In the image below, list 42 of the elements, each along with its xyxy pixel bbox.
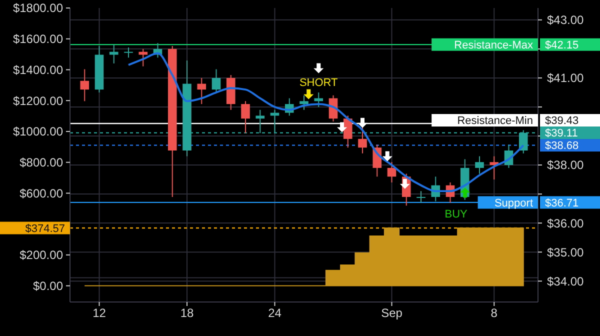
y2-tick-label: $35.00 [547,245,584,260]
ref-line-label: Resistance-Min [457,115,533,128]
ref-line-label: Resistance-Max [454,39,534,52]
x-tick-label: 12 [92,306,106,320]
candlestick [80,68,90,102]
y-tick-label: $0.00 [32,278,64,293]
y-tick-label: $374.57 [25,222,65,235]
candlestick [124,46,133,58]
candlestick [300,94,308,110]
candlestick [212,68,221,93]
y-tick-label: $1000.00 [12,124,64,139]
x-tick-label: 24 [268,306,282,320]
candlestick [197,77,206,105]
x-tick-label: 8 [490,306,498,320]
annotation: SHORT [299,77,338,90]
x-tick-label: Sep [381,306,403,320]
x-tick-label: 18 [180,306,194,320]
y2-tick-label: $42.15 [545,39,579,52]
y-tick-label: $600.00 [20,186,64,200]
y-tick-label: $1200.00 [12,94,64,108]
candlestick [490,156,499,180]
candlestick [387,162,396,183]
candlestick [241,100,250,134]
y2-tick-label: $38.00 [547,158,584,172]
y2-tick-label: $34.00 [547,274,584,288]
y-tick-label: $200.00 [20,248,64,262]
y2-tick-label: $41.00 [547,71,584,86]
y2-tick-label: $38.68 [545,140,579,152]
y2-tick-label: $43.00 [547,13,584,28]
annotation: BUY [444,208,468,220]
ref-line-label: Support [494,197,533,210]
y2-tick-label: $39.43 [545,115,579,128]
candlestick [416,190,426,204]
candlestick [475,156,484,174]
candlestick [343,115,352,148]
y-tick-label: $800.00 [20,156,64,170]
y2-tick-label: $39.11 [545,128,578,140]
y-tick-label: $1600.00 [12,32,64,46]
y2-tick-label: $36.71 [545,197,579,210]
y2-tick-label: $36.00 [547,216,584,230]
y-tick-label: $1800.00 [12,1,64,16]
y-tick-label: $1400.00 [12,62,64,77]
